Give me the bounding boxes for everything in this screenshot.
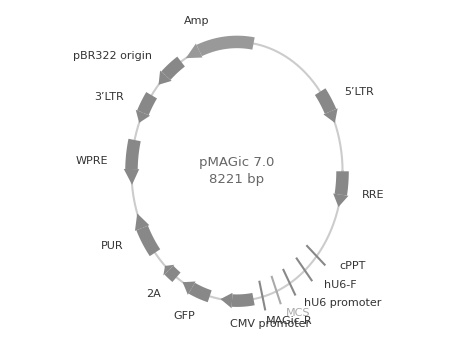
- Text: WPRE: WPRE: [75, 156, 108, 166]
- Text: Amp: Amp: [184, 16, 210, 26]
- Text: MCS: MCS: [285, 308, 310, 318]
- Polygon shape: [135, 213, 149, 231]
- Polygon shape: [136, 110, 150, 123]
- Text: MAGic-R: MAGic-R: [266, 316, 313, 326]
- Polygon shape: [159, 71, 172, 85]
- Text: RRE: RRE: [361, 190, 384, 200]
- Text: pBR322 origin: pBR322 origin: [73, 51, 152, 61]
- Text: GFP: GFP: [173, 311, 195, 321]
- Polygon shape: [182, 282, 196, 295]
- Polygon shape: [124, 169, 139, 185]
- Text: 8221 bp: 8221 bp: [210, 173, 264, 186]
- Polygon shape: [164, 265, 174, 275]
- Text: CMV promoter: CMV promoter: [230, 319, 310, 329]
- Polygon shape: [333, 193, 348, 207]
- Text: PUR: PUR: [101, 240, 124, 251]
- Text: 2A: 2A: [146, 289, 161, 299]
- Polygon shape: [323, 108, 337, 123]
- Polygon shape: [186, 44, 202, 58]
- Text: cPPT: cPPT: [339, 261, 365, 271]
- Text: 3’LTR: 3’LTR: [94, 92, 124, 102]
- Text: 5’LTR: 5’LTR: [344, 87, 374, 97]
- Text: pMAGic 7.0: pMAGic 7.0: [199, 156, 275, 169]
- Text: hU6-F: hU6-F: [324, 280, 356, 290]
- Polygon shape: [220, 293, 232, 308]
- Text: hU6 promoter: hU6 promoter: [304, 298, 381, 308]
